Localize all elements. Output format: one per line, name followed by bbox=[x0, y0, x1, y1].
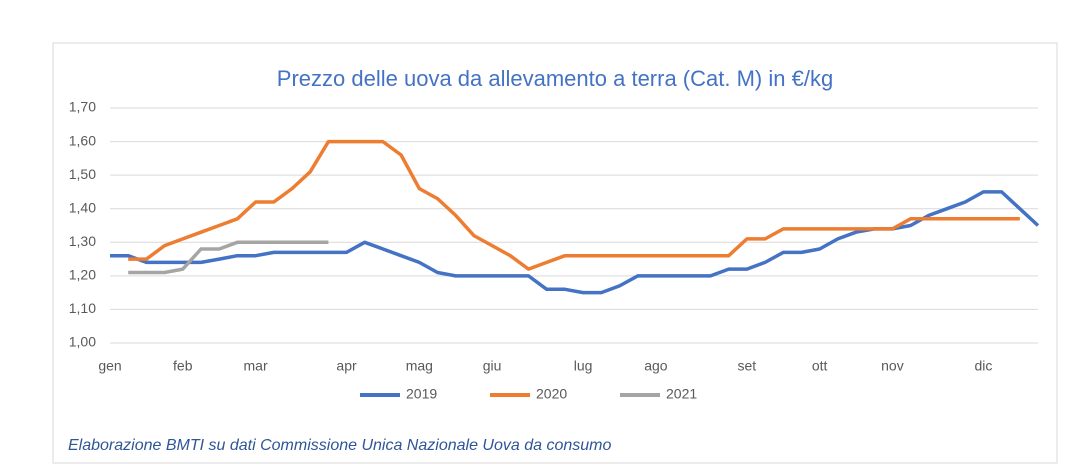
x-tick-label: set bbox=[738, 358, 757, 374]
y-tick-label: 1,60 bbox=[69, 132, 96, 148]
x-tick-label: mag bbox=[406, 358, 433, 374]
source-note: Elaborazione BMTI su dati Commissione Un… bbox=[68, 437, 611, 454]
y-tick-label: 1,00 bbox=[69, 334, 96, 350]
x-tick-label: ago bbox=[644, 358, 668, 374]
x-tick-label: apr bbox=[336, 358, 357, 374]
y-tick-label: 1,20 bbox=[69, 267, 96, 283]
y-tick-label: 1,40 bbox=[69, 199, 96, 215]
chart-title: Prezzo delle uova da allevamento a terra… bbox=[277, 66, 833, 91]
x-tick-label: feb bbox=[173, 358, 193, 374]
x-tick-label: mar bbox=[244, 358, 268, 374]
legend-label: 2020 bbox=[536, 386, 567, 402]
x-tick-label: ott bbox=[812, 358, 828, 374]
x-tick-label: dic bbox=[974, 358, 992, 374]
y-tick-label: 1,30 bbox=[69, 233, 96, 249]
legend-label: 2019 bbox=[406, 386, 437, 402]
y-tick-label: 1,10 bbox=[69, 300, 96, 316]
y-tick-label: 1,50 bbox=[69, 166, 96, 182]
series-line bbox=[128, 240, 329, 275]
y-tick-label: 1,70 bbox=[69, 99, 96, 115]
x-tick-label: nov bbox=[881, 358, 904, 374]
series-line bbox=[128, 139, 1020, 271]
x-tick-label: giu bbox=[483, 358, 502, 374]
legend-label: 2021 bbox=[666, 386, 697, 402]
chart-frame bbox=[52, 42, 1058, 464]
x-tick-label: gen bbox=[98, 358, 121, 374]
x-tick-label: lug bbox=[574, 358, 593, 374]
